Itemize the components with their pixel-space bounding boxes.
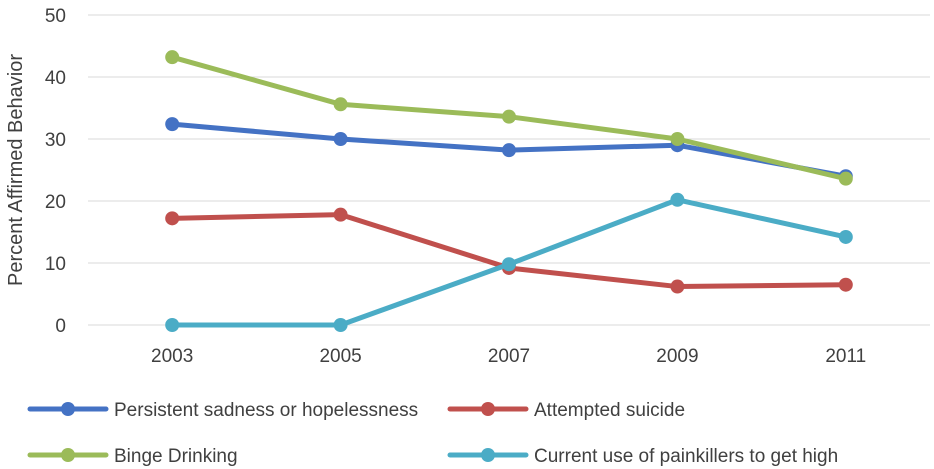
y-axis-title: Percent Affirmed Behavior (5, 54, 27, 286)
data-point (838, 277, 853, 292)
data-point (333, 207, 348, 222)
legend-swatch-marker (481, 402, 495, 416)
series-2 (165, 50, 853, 186)
y-tick-label: 10 (45, 254, 66, 275)
x-tick-label: 2005 (319, 346, 361, 367)
y-tick-label: 40 (45, 68, 66, 89)
x-tick-label: 2009 (656, 346, 698, 367)
data-point (670, 132, 685, 146)
data-point (333, 132, 348, 146)
data-point (165, 117, 180, 132)
data-point (165, 50, 180, 65)
data-point (670, 279, 685, 294)
legend-item: Persistent sadness or hopelessness (27, 400, 418, 421)
data-point (838, 229, 853, 244)
legend-label: Persistent sadness or hopelessness (114, 400, 418, 421)
series-1 (165, 207, 853, 294)
data-point (165, 211, 180, 226)
legend: Persistent sadness or hopelessness Attemp… (27, 400, 838, 467)
y-tick-label: 50 (45, 6, 66, 27)
series-line (169, 212, 849, 290)
legend-label: Binge Drinking (114, 446, 238, 467)
series-3 (165, 192, 853, 332)
data-point (333, 97, 348, 112)
y-axis-tick-labels: 0 10 20 30 40 50 (45, 6, 66, 337)
legend-swatch-marker (61, 402, 75, 416)
legend-item: Current use of painkillers to get high (447, 446, 838, 467)
series-lines (165, 50, 853, 332)
legend-swatch-marker (61, 448, 75, 462)
x-tick-label: 2007 (488, 346, 530, 367)
data-point (838, 171, 853, 186)
data-point (333, 318, 348, 332)
data-point (502, 109, 516, 124)
legend-swatch-marker (481, 448, 495, 462)
x-axis-tick-labels: 2003 2005 2007 2009 2011 (151, 346, 866, 367)
data-point (165, 318, 180, 332)
data-point (502, 257, 516, 272)
legend-label: Current use of painkillers to get high (534, 446, 838, 467)
data-point (502, 143, 516, 158)
y-tick-label: 30 (45, 130, 66, 151)
x-tick-label: 2011 (825, 346, 866, 367)
series-0 (165, 117, 853, 184)
x-tick-label: 2003 (151, 346, 193, 367)
legend-label: Attempted suicide (534, 400, 685, 421)
legend-item: Attempted suicide (447, 400, 685, 421)
gridlines (88, 14, 930, 326)
y-tick-label: 20 (45, 192, 66, 213)
y-tick-label: 0 (55, 316, 66, 337)
data-point (670, 192, 685, 207)
legend-item: Binge Drinking (27, 446, 238, 467)
